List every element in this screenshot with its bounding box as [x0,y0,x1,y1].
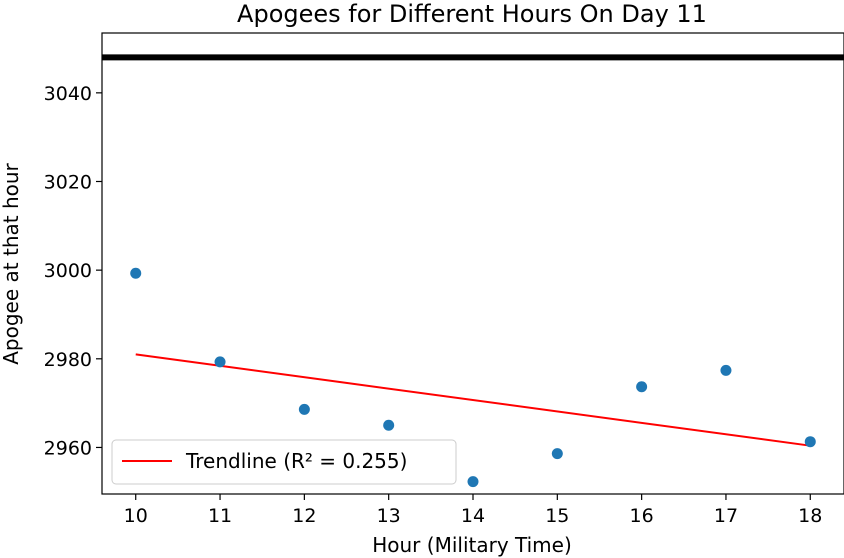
data-point [551,448,563,460]
data-point [383,419,395,431]
x-tick-label: 16 [630,505,654,527]
x-tick-label: 14 [461,505,485,527]
data-point [214,356,226,368]
axes-frame [101,32,844,495]
x-tick-label: 10 [124,505,148,527]
legend-trendline-label: Trendline (R² = 0.255) [185,449,407,473]
data-point [298,403,310,415]
x-tick-label: 15 [545,505,569,527]
data-point [636,381,648,393]
x-tick-label: 18 [798,505,822,527]
x-axis-label: Hour (Military Time) [372,533,572,557]
legend-frame [111,439,457,485]
x-tick-label: 17 [714,505,738,527]
x-axis: 10 11 12 13 14 15 16 17 18 [124,494,822,527]
y-tick-label: 3040 [44,83,92,105]
data-point [804,436,816,448]
trendline [135,353,811,447]
y-tick-label: 3000 [44,260,92,282]
y-axis: 2960 2980 3000 3020 3040 [44,83,102,459]
y-axis-label: Apogee at that hour [0,162,23,364]
y-tick-label: 3020 [44,171,92,193]
y-tick-label: 2960 [44,437,92,459]
x-tick-label: 12 [292,505,316,527]
x-tick-label: 11 [208,505,232,527]
plot-area [102,54,844,488]
data-point [467,476,479,488]
legend: Trendline (R² = 0.255) [111,439,457,485]
x-tick-label: 13 [377,505,401,527]
chart-title: Apogees for Different Hours On Day 11 [237,0,707,28]
data-point [720,364,732,376]
data-point [130,267,142,279]
y-tick-label: 2980 [44,349,92,371]
